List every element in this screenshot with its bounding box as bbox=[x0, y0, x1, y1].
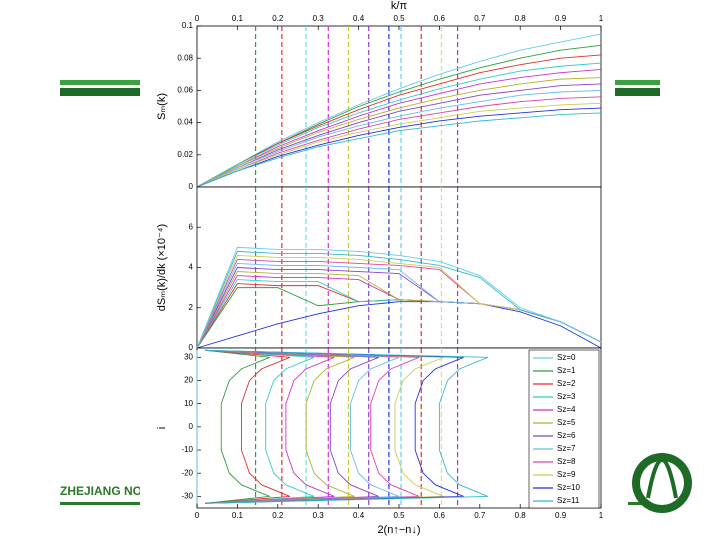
series-line bbox=[196, 246, 602, 349]
x-tick-label: 0.4 bbox=[353, 14, 365, 23]
x-tick-label: 0.3 bbox=[313, 511, 325, 520]
footer-text: ZHEJIANG NO bbox=[60, 484, 142, 498]
series-line bbox=[196, 77, 602, 188]
y-tick-label: 0 bbox=[189, 182, 194, 191]
x-tick-label: 0.2 bbox=[272, 511, 284, 520]
legend-label: Sz=0 bbox=[557, 353, 576, 362]
series-line bbox=[196, 107, 602, 188]
y-tick-label: 4 bbox=[189, 263, 194, 272]
x-tick-label: 1 bbox=[599, 511, 604, 520]
y-tick-label: 0 bbox=[189, 422, 194, 431]
y-tick-label: 20 bbox=[184, 376, 193, 385]
y-tick-label: -30 bbox=[181, 492, 193, 501]
series-line bbox=[205, 349, 315, 504]
deco-bar bbox=[60, 80, 160, 85]
series-line bbox=[205, 349, 291, 504]
y-tick-label: 30 bbox=[184, 352, 193, 361]
y-tick-label: -10 bbox=[181, 445, 193, 454]
legend-label: Sz=11 bbox=[557, 496, 580, 505]
x-tick-label: 0.3 bbox=[313, 14, 325, 23]
series-line bbox=[205, 349, 420, 504]
x-tick-label: 0.8 bbox=[515, 14, 527, 23]
x-tick-label: 0.2 bbox=[272, 14, 284, 23]
legend-label: Sz=3 bbox=[557, 392, 576, 401]
series-line bbox=[196, 250, 602, 349]
deco-bar bbox=[600, 80, 660, 85]
series-line bbox=[196, 33, 602, 188]
y-axis-label: i bbox=[156, 427, 168, 429]
legend-label: Sz=10 bbox=[557, 483, 580, 492]
y-axis-label: dSₘ(k)/dk (×10⁻⁴) bbox=[156, 224, 168, 311]
y-tick-label: 0.06 bbox=[177, 86, 193, 95]
legend-label: Sz=5 bbox=[557, 418, 576, 427]
x-tick-label: 0.6 bbox=[434, 14, 446, 23]
x-tick-label: 0 bbox=[195, 14, 200, 23]
x-tick-label: 1 bbox=[599, 14, 604, 23]
x-axis-label: k/π bbox=[391, 0, 408, 12]
y-tick-label: 0.1 bbox=[182, 21, 194, 30]
deco-bar bbox=[60, 88, 160, 96]
series-line bbox=[196, 69, 602, 188]
legend-label: Sz=2 bbox=[557, 379, 576, 388]
series-line bbox=[196, 301, 602, 349]
x-tick-label: 0.6 bbox=[434, 511, 446, 520]
x-tick-label: 0.7 bbox=[474, 14, 486, 23]
y-tick-label: 0.08 bbox=[177, 53, 193, 62]
series-line bbox=[205, 349, 270, 504]
y-tick-label: 10 bbox=[184, 399, 193, 408]
legend-label: Sz=8 bbox=[557, 457, 576, 466]
y-tick-label: 2 bbox=[189, 303, 194, 312]
series-line bbox=[196, 62, 602, 188]
deco-line bbox=[60, 502, 170, 505]
y-tick-label: 0 bbox=[189, 343, 194, 352]
legend-label: Sz=7 bbox=[557, 444, 576, 453]
plot-frame bbox=[196, 186, 602, 349]
logo bbox=[632, 453, 692, 513]
x-tick-label: 0.5 bbox=[393, 511, 405, 520]
y-axis-label: Sₘ(k) bbox=[156, 93, 168, 120]
x-axis-label: 2(n↑−n↓) bbox=[377, 524, 420, 536]
x-tick-label: 0.1 bbox=[232, 14, 244, 23]
series-line bbox=[205, 349, 355, 504]
series-line bbox=[205, 349, 444, 504]
series-line bbox=[205, 349, 464, 504]
x-tick-label: 0.7 bbox=[474, 511, 486, 520]
x-tick-label: 0.9 bbox=[555, 511, 567, 520]
y-tick-label: 6 bbox=[189, 222, 194, 231]
series-line bbox=[196, 83, 602, 188]
series-line bbox=[196, 89, 602, 188]
x-tick-label: 0.4 bbox=[353, 511, 365, 520]
plot-frame bbox=[196, 25, 602, 188]
series-line bbox=[196, 54, 602, 188]
series-line bbox=[196, 96, 602, 188]
series-line bbox=[196, 112, 602, 188]
legend-box bbox=[528, 349, 600, 509]
legend-label: Sz=4 bbox=[557, 405, 576, 414]
series-line bbox=[205, 349, 489, 504]
y-tick-label: 0.02 bbox=[177, 150, 193, 159]
series-line bbox=[205, 349, 379, 504]
legend-label: Sz=9 bbox=[557, 470, 576, 479]
deco-bar bbox=[600, 88, 660, 96]
legend-label: Sz=1 bbox=[557, 366, 576, 375]
y-tick-label: -20 bbox=[181, 468, 193, 477]
x-tick-label: 0.5 bbox=[393, 14, 405, 23]
y-tick-label: 0.04 bbox=[177, 118, 193, 127]
series-line bbox=[205, 349, 335, 504]
series-line bbox=[205, 349, 400, 504]
x-tick-label: 0.9 bbox=[555, 14, 567, 23]
legend-label: Sz=6 bbox=[557, 431, 576, 440]
x-tick-label: 0.8 bbox=[515, 511, 527, 520]
x-tick-label: 0 bbox=[195, 511, 200, 520]
x-tick-label: 0.1 bbox=[232, 511, 244, 520]
series-line bbox=[196, 102, 602, 188]
